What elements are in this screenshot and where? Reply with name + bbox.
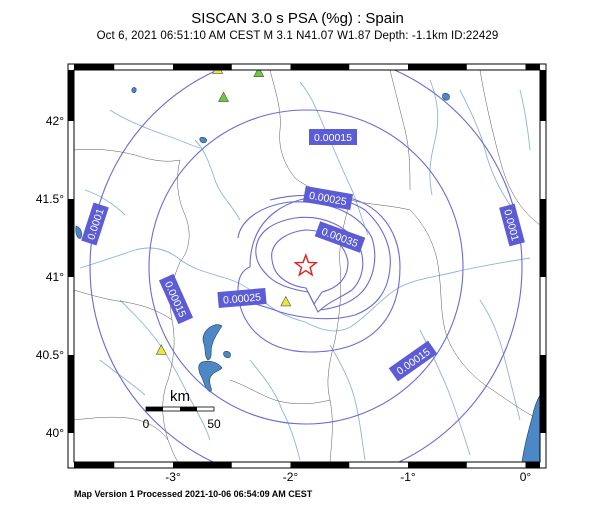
lake bbox=[199, 137, 207, 144]
contour-0.0001 bbox=[89, 70, 523, 462]
scale-bar: km 0 50 bbox=[143, 388, 221, 431]
scale-end-label: 50 bbox=[207, 417, 221, 431]
lat-tick-label: 40° bbox=[46, 426, 64, 440]
stations bbox=[155, 70, 292, 355]
map-area bbox=[74, 70, 540, 462]
scale-start-label: 0 bbox=[143, 417, 150, 431]
contour-0.00035 bbox=[255, 216, 364, 313]
station-triangle bbox=[212, 70, 224, 74]
contour-0.00035-inner bbox=[271, 229, 349, 306]
map-title: SISCAN 3.0 s PSA (%g) : Spain bbox=[191, 10, 404, 27]
lat-tick-label: 41.5° bbox=[36, 192, 64, 206]
latitude-labels: 42° 41.5° 41° 40.5° 40° bbox=[36, 114, 64, 440]
contour-label: 0.00025 bbox=[217, 287, 267, 309]
lat-tick-label: 42° bbox=[46, 114, 64, 128]
lat-tick-label: 40.5° bbox=[36, 348, 64, 362]
reservoir bbox=[198, 360, 223, 393]
map-frame bbox=[67, 63, 547, 469]
station-triangle bbox=[280, 295, 292, 307]
reservoir bbox=[202, 324, 223, 361]
psa-contours bbox=[89, 70, 523, 462]
lake bbox=[75, 225, 82, 239]
longitude-labels: -3° -2° -1° 0° bbox=[165, 470, 531, 484]
svg-text:0.00025: 0.00025 bbox=[223, 291, 262, 306]
lon-tick-label: -3° bbox=[165, 470, 181, 484]
event-info: Oct 6, 2021 06:51:10 AM CEST M 3.1 N41.0… bbox=[96, 30, 499, 42]
lon-tick-label: -2° bbox=[283, 470, 299, 484]
water-bodies bbox=[75, 87, 540, 462]
contour-0.00025-b bbox=[237, 201, 376, 311]
contour-label: 0.00015 bbox=[309, 129, 357, 145]
station-triangle bbox=[253, 70, 265, 77]
epicenter-layer bbox=[293, 253, 319, 277]
coast-water bbox=[521, 394, 540, 462]
station-triangle bbox=[155, 344, 167, 355]
epicenter-star bbox=[293, 253, 319, 277]
contour-0.00015 bbox=[148, 109, 464, 425]
reservoir bbox=[223, 351, 231, 358]
lon-tick-label: -1° bbox=[400, 470, 416, 484]
lake bbox=[442, 93, 450, 101]
lake bbox=[131, 87, 137, 94]
station-triangle bbox=[218, 91, 230, 102]
processing-footer: Map Version 1 Processed 2021-10-06 06:54… bbox=[74, 489, 313, 499]
svg-text:0.00015: 0.00015 bbox=[314, 132, 352, 144]
lon-tick-label: 0° bbox=[520, 470, 532, 484]
lat-tick-label: 41° bbox=[46, 270, 64, 284]
scale-unit: km bbox=[170, 388, 190, 405]
contour-label: 0.00025 bbox=[302, 185, 354, 211]
